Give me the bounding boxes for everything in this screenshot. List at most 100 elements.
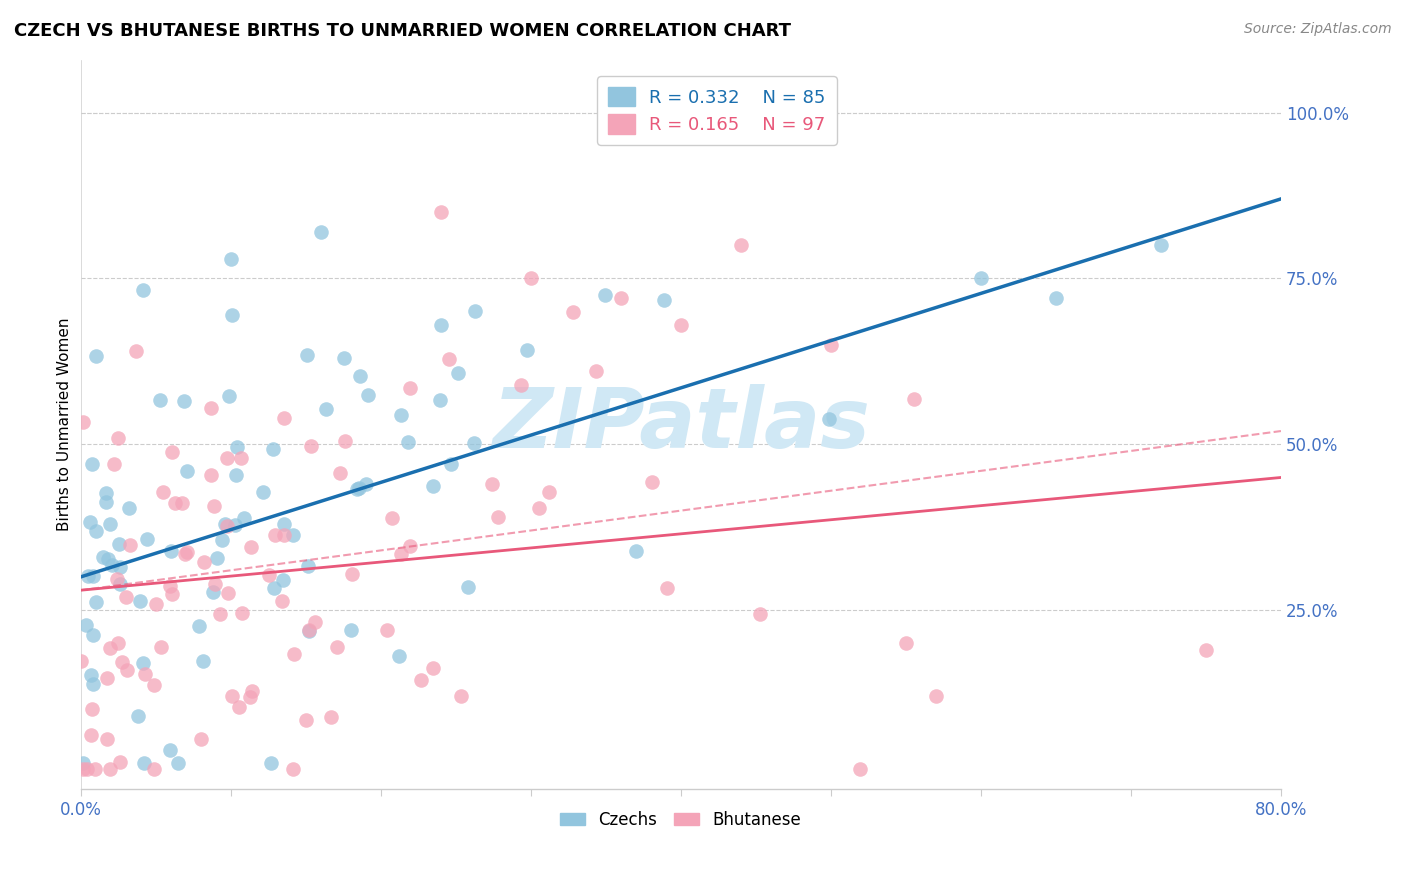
Point [145, 598, 167, 612]
Point [118, 537, 141, 551]
Point [217, 585, 239, 599]
Point [903, 392, 925, 406]
Point [561, 304, 583, 318]
Point [217, 519, 239, 533]
Point [80, 668, 103, 682]
Point [72, 415, 94, 429]
Point [340, 566, 363, 581]
Point [281, 528, 304, 542]
Point [262, 442, 284, 456]
Point [76, 762, 98, 776]
Point [79, 515, 101, 529]
Point [127, 708, 149, 723]
Point [239, 690, 262, 705]
Point [333, 434, 356, 449]
Point [332, 351, 354, 365]
Point [749, 607, 772, 621]
Point [299, 439, 322, 453]
Point [226, 440, 249, 454]
Point [84, 349, 107, 363]
Point [925, 690, 948, 704]
Point [80, 728, 103, 742]
Point [463, 435, 485, 450]
Point [165, 495, 187, 509]
Point [240, 540, 263, 554]
Point [519, 271, 541, 285]
Point [669, 318, 692, 332]
Point [96, 671, 118, 685]
Point [339, 624, 361, 638]
Point [125, 344, 148, 359]
Point [529, 500, 551, 515]
Point [329, 467, 352, 481]
Point [98, 640, 121, 655]
Point [349, 368, 371, 383]
Point [240, 684, 263, 698]
Point [450, 689, 472, 703]
Point [108, 577, 131, 591]
Point [118, 501, 141, 516]
Point [107, 431, 129, 445]
Point [160, 587, 183, 601]
Point [75, 618, 97, 632]
Point [271, 574, 294, 588]
Point [1045, 292, 1067, 306]
Point [894, 636, 917, 650]
Point [143, 678, 166, 692]
Point [231, 606, 253, 620]
Point [509, 378, 531, 392]
Point [820, 338, 842, 352]
Point [132, 656, 155, 670]
Point [389, 547, 412, 561]
Point [200, 401, 222, 415]
Point [215, 450, 238, 465]
Point [422, 661, 444, 675]
Point [273, 517, 295, 532]
Point [84, 524, 107, 538]
Point [100, 558, 122, 572]
Point [652, 293, 675, 308]
Point [224, 518, 246, 533]
Point [304, 615, 326, 629]
Point [170, 496, 193, 510]
Point [84, 762, 107, 776]
Point [188, 619, 211, 633]
Point [117, 663, 139, 677]
Point [626, 543, 648, 558]
Point [818, 412, 841, 426]
Point [273, 527, 295, 541]
Point [970, 271, 993, 285]
Point [609, 292, 631, 306]
Point [176, 544, 198, 558]
Point [228, 700, 250, 714]
Point [537, 485, 560, 500]
Point [209, 607, 232, 621]
Point [346, 482, 368, 496]
Point [321, 710, 343, 724]
Point [115, 590, 138, 604]
Point [231, 451, 253, 466]
Point [429, 205, 451, 219]
Point [259, 568, 281, 582]
Point [159, 742, 181, 756]
Point [283, 647, 305, 661]
Point [159, 579, 181, 593]
Point [160, 444, 183, 458]
Point [457, 580, 479, 594]
Point [411, 673, 433, 688]
Point [149, 640, 172, 654]
Point [204, 577, 226, 591]
Point [440, 457, 463, 471]
Point [72, 756, 94, 770]
Point [233, 511, 256, 525]
Point [464, 304, 486, 318]
Point [152, 484, 174, 499]
Point [356, 477, 378, 491]
Point [193, 555, 215, 569]
Point [167, 756, 190, 770]
Point [298, 624, 321, 638]
Point [399, 381, 422, 395]
Point [380, 510, 402, 524]
Point [98, 516, 121, 531]
Point [516, 343, 538, 358]
